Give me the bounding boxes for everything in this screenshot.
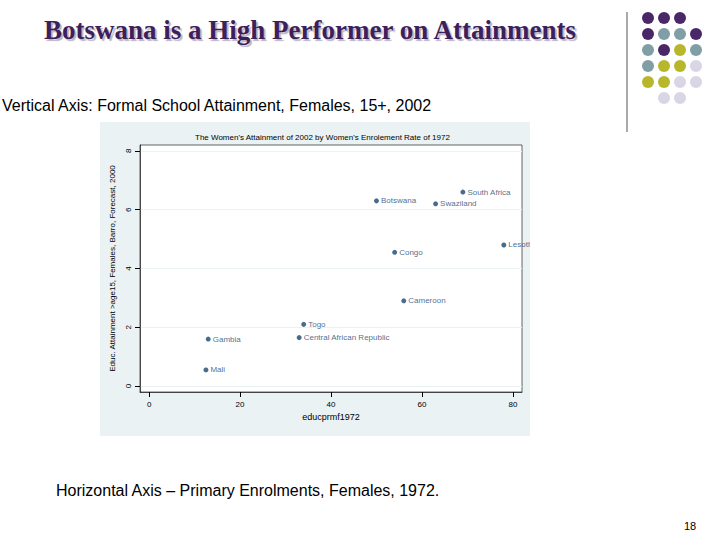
svg-text:Lesotho: Lesotho xyxy=(508,240,530,249)
svg-text:60: 60 xyxy=(417,400,426,409)
svg-text:Cameroon: Cameroon xyxy=(408,296,445,305)
svg-text:Central African Republic: Central African Republic xyxy=(304,333,390,342)
svg-text:6: 6 xyxy=(124,207,133,212)
svg-text:Congo: Congo xyxy=(399,248,423,257)
svg-text:Botswana: Botswana xyxy=(381,196,417,205)
html-text:Horizontal Axis – Primary Enro: Horizontal Axis – Primary Enrolments, Fe… xyxy=(56,482,440,499)
html-text:Botswana is a High Performer o: Botswana is a High Performer on Attainme… xyxy=(44,15,576,45)
svg-text:Mali: Mali xyxy=(210,365,225,374)
svg-text:80: 80 xyxy=(508,400,517,409)
svg-text:Gambia: Gambia xyxy=(213,335,242,344)
svg-text:Educ. Attainment >age15, Femal: Educ. Attainment >age15, Females, Barro,… xyxy=(108,165,117,372)
svg-text:4: 4 xyxy=(124,266,133,271)
svg-text:0: 0 xyxy=(124,383,133,388)
svg-text:South Africa: South Africa xyxy=(467,188,511,197)
svg-text:The Women's Attainment of 2002: The Women's Attainment of 2002 by Women'… xyxy=(195,133,450,142)
html-text:Vertical Axis: Formal School A: Vertical Axis: Formal School Attainment,… xyxy=(2,97,432,114)
svg-text:2: 2 xyxy=(124,325,133,330)
html-text:18: 18 xyxy=(684,520,697,532)
svg-text:Togo: Togo xyxy=(308,320,326,329)
svg-text:8: 8 xyxy=(124,148,133,153)
svg-text:educprmf1972: educprmf1972 xyxy=(302,412,360,422)
svg-text:0: 0 xyxy=(147,400,152,409)
svg-text:20: 20 xyxy=(236,400,245,409)
svg-text:Swaziland: Swaziland xyxy=(440,199,476,208)
svg-text:40: 40 xyxy=(327,400,336,409)
